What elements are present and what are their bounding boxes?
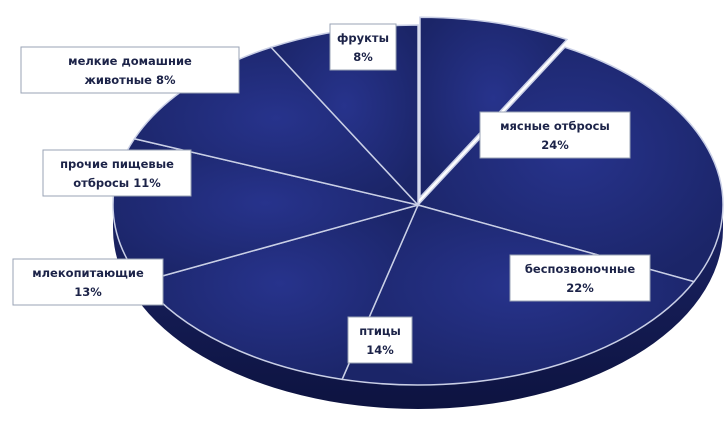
slice-label-text-1-0: мясные отбросы (500, 119, 610, 133)
slice-label-text-4-0: млекопитающие (32, 266, 144, 280)
slice-label-text-2-0: беспозвоночные (525, 262, 635, 276)
pie-slice-1 (416, 46, 724, 283)
slice-label-text-3-0: птицы (359, 324, 401, 338)
slice-label-text-3-1: 14% (366, 343, 394, 357)
slice-label-text-4-1: 13% (74, 285, 102, 299)
slice-label-text-5-1: отбросы 11% (73, 176, 161, 190)
slice-label-box-5 (42, 149, 192, 197)
slice-label-box-2 (509, 254, 651, 302)
slice-label-text-5-0: прочие пищевые (60, 157, 174, 171)
slice-label-text-0-0: фрукты (337, 31, 389, 45)
slice-label-box-1 (479, 111, 631, 159)
slice-label-text-0-1: 8% (353, 50, 373, 64)
pie-slice-0 (419, 16, 569, 200)
slice-label-box-4 (12, 258, 164, 306)
slice-label-box-6 (20, 46, 240, 94)
slice-label-text-1-1: 24% (541, 138, 569, 152)
slice-label-text-2-1: 22% (566, 281, 594, 295)
pie-label-layer: фрукты 8% мясные отбросы 24% беспозвоночные 2… (12, 23, 651, 364)
slice-label-text-6-0: мелкие домашние (68, 54, 192, 68)
slice-label-box-0 (329, 23, 397, 71)
slice-label-text-6-1: животные 8% (84, 73, 175, 87)
slice-label-box-3 (347, 316, 413, 364)
